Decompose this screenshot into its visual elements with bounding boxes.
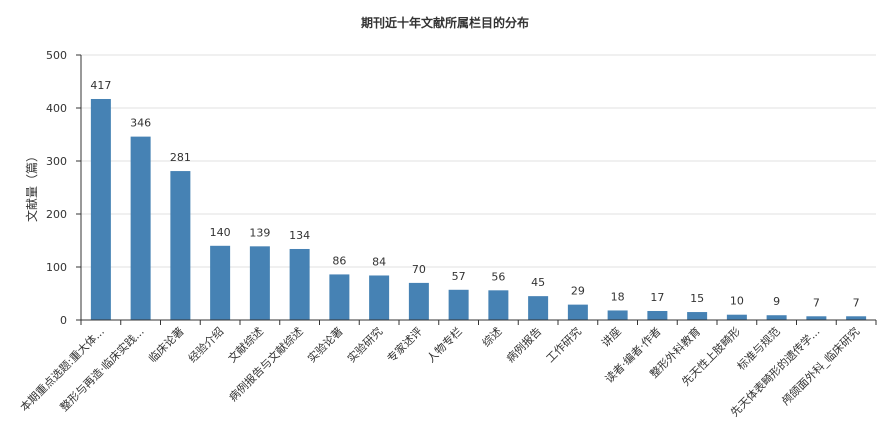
data-label: 15 (690, 292, 704, 305)
data-label: 9 (773, 295, 780, 308)
bar (369, 275, 390, 320)
y-axis-title: 文献量（篇） (24, 150, 39, 222)
y-tick-label: 200 (46, 208, 67, 221)
data-label: 56 (491, 270, 505, 283)
data-label: 84 (372, 255, 386, 268)
data-label: 10 (730, 295, 744, 308)
bar (567, 304, 588, 320)
bar (448, 289, 469, 320)
bars (90, 98, 867, 321)
data-label: 281 (170, 151, 191, 164)
data-label: 29 (571, 285, 585, 298)
data-label: 86 (332, 254, 346, 267)
grid-lines (81, 54, 876, 268)
bar (766, 315, 787, 320)
bar (90, 98, 111, 321)
bar (210, 245, 231, 320)
data-label: 17 (650, 291, 664, 304)
bar (408, 282, 429, 320)
x-tick-label: 颅颌面外科_临床研究 (778, 324, 862, 408)
bar (846, 316, 867, 320)
x-tick-label: 病例报告与文献综述 (226, 324, 306, 404)
bar (488, 290, 509, 320)
x-tick-label: 临床论著 (145, 324, 186, 365)
bar (647, 310, 668, 320)
x-tick-label: 病例报告 (503, 324, 544, 365)
data-label: 346 (130, 117, 151, 130)
x-tick-label: 实验研究 (344, 324, 385, 365)
y-axis-ticks: 0 100 200 300 400 500 (46, 49, 81, 327)
data-label: 7 (813, 296, 820, 309)
data-label: 7 (853, 296, 860, 309)
bar (687, 312, 708, 320)
x-tick-label: 讲座 (598, 324, 623, 349)
data-label: 139 (249, 226, 270, 239)
value-labels: 417 346 281 140 139 134 86 84 70 57 56 45 29 18 17 15 10… (90, 79, 859, 309)
data-label: 140 (210, 226, 231, 239)
bar (289, 248, 310, 320)
data-label: 57 (452, 270, 466, 283)
x-tick-label: 人物专栏 (424, 324, 465, 365)
x-tick-label: 实验论著 (304, 324, 345, 365)
y-tick-label: 300 (46, 155, 67, 168)
x-tick-label: 文献综述 (225, 324, 266, 365)
data-label: 70 (412, 263, 426, 276)
y-tick-label: 500 (46, 49, 67, 62)
bar (249, 246, 270, 320)
bar (607, 310, 628, 320)
x-axis-ticks: 本期重点选题:重大体...整形与再造·临床实践... 临床论著 经验介绍 文献综述病例… (17, 320, 877, 419)
y-tick-label: 100 (46, 261, 67, 274)
data-label: 45 (531, 276, 545, 289)
data-label: 134 (289, 229, 310, 242)
chart-title: 期刊近十年文献所属栏目的分布 (361, 15, 529, 30)
bar (170, 171, 191, 320)
y-tick-label: 400 (46, 102, 67, 115)
x-tick-label: 经验介绍 (185, 324, 226, 365)
data-label: 417 (90, 79, 111, 92)
bar (329, 274, 350, 320)
bar (726, 314, 747, 320)
x-tick-label: 专家述评 (384, 324, 425, 365)
bar (130, 136, 151, 320)
y-tick-label: 0 (60, 314, 67, 327)
bar (528, 296, 549, 320)
bar (806, 316, 827, 320)
x-tick-label: 工作研究 (543, 324, 584, 365)
x-tick-label: 综述 (479, 324, 504, 349)
data-label: 18 (611, 290, 625, 303)
